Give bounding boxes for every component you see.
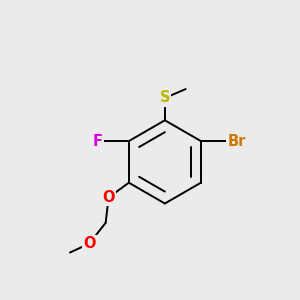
Text: Br: Br xyxy=(228,134,246,148)
Text: F: F xyxy=(93,134,103,148)
Text: O: O xyxy=(83,236,95,251)
Text: O: O xyxy=(102,190,115,205)
Text: S: S xyxy=(160,91,170,106)
